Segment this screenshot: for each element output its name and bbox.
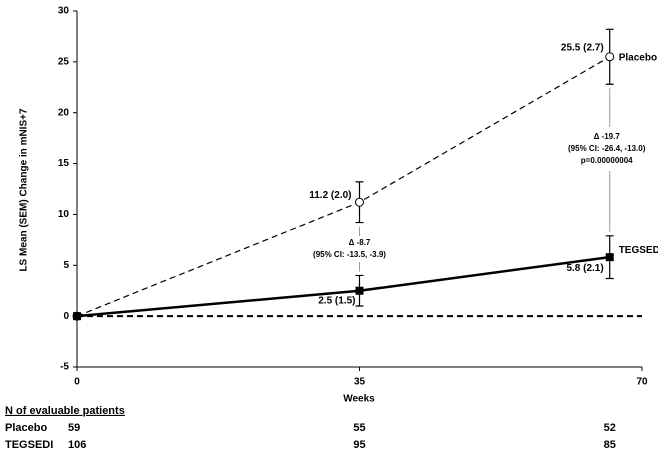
- annotation: (95% CI: -13.5, -3.9): [313, 250, 386, 259]
- series-line: [76, 255, 610, 318]
- annotation: Δ -19.7: [594, 132, 621, 141]
- y-axis-label: LS Mean (SEM) Change in mNIS+7: [19, 108, 30, 272]
- table-value: 95: [353, 439, 365, 451]
- table-value: 106: [68, 439, 86, 451]
- x-tick-label: 35: [354, 377, 366, 388]
- y-tick-label: 25: [58, 56, 70, 67]
- y-tick-label: 5: [63, 260, 69, 271]
- annotation: Δ -8.7: [349, 238, 371, 247]
- marker: [355, 197, 364, 207]
- table-value: 52: [604, 422, 616, 434]
- table-value: 85: [604, 439, 616, 451]
- marker: [355, 286, 364, 295]
- y-tick-label: 15: [58, 158, 70, 169]
- value-label: 2.5 (1.5): [318, 295, 355, 306]
- table-value: 59: [68, 422, 80, 434]
- x-tick-label: 0: [74, 377, 80, 388]
- y-tick-label: -5: [60, 362, 69, 373]
- x-axis-label: Weeks: [343, 394, 375, 405]
- y-tick-label: 10: [58, 209, 70, 220]
- marker: [73, 312, 81, 321]
- series-label: Placebo: [619, 52, 657, 63]
- y-tick-label: 0: [63, 311, 69, 322]
- marker: [605, 52, 615, 62]
- table-title: N of evaluable patients: [5, 405, 125, 417]
- x-tick-label: 70: [636, 377, 648, 388]
- value-label: 5.8 (2.1): [566, 263, 603, 274]
- table-row-label: TEGSEDI: [5, 439, 53, 451]
- annotation: p=0.00000004: [581, 156, 633, 165]
- series-label: TEGSED: [619, 245, 658, 256]
- value-label: 25.5 (2.7): [561, 42, 604, 53]
- y-tick-label: 20: [58, 107, 70, 118]
- table-row-label: Placebo: [5, 422, 47, 434]
- table-value: 55: [353, 422, 365, 434]
- series-line: [76, 56, 611, 317]
- value-label: 11.2 (2.0): [309, 190, 351, 201]
- marker: [605, 253, 614, 262]
- y-tick-label: 30: [58, 6, 70, 17]
- annotation: (95% CI: -26.4, -13.0): [568, 144, 646, 153]
